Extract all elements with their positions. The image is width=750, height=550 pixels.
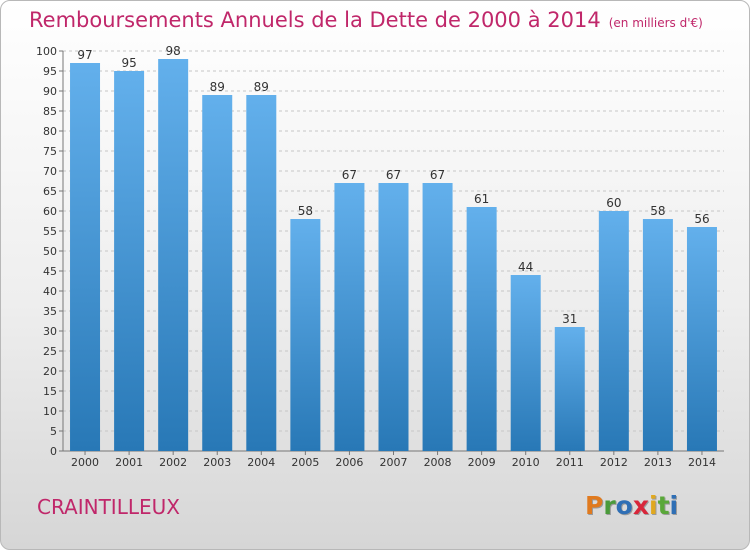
data-label: 97 (77, 48, 92, 62)
y-tick-label: 20 (43, 365, 57, 378)
x-tick-label: 2002 (159, 456, 187, 469)
data-label: 67 (342, 168, 357, 182)
logo-letter: P (585, 491, 604, 520)
x-tick-label: 2004 (247, 456, 275, 469)
x-tick-label: 2012 (600, 456, 628, 469)
logo-letter: o (615, 491, 633, 520)
data-label: 44 (518, 260, 533, 274)
bar (246, 95, 277, 451)
y-tick-label: 100 (36, 45, 57, 58)
bar (686, 227, 717, 451)
x-tick-label: 2014 (688, 456, 716, 469)
bars (70, 59, 717, 451)
x-tick-label: 2008 (424, 456, 452, 469)
data-label: 98 (166, 44, 181, 58)
y-tick-label: 40 (43, 285, 57, 298)
y-tick-label: 60 (43, 205, 57, 218)
bar (422, 183, 453, 451)
y-tick-label: 55 (43, 225, 57, 238)
data-label: 61 (474, 192, 489, 206)
y-tick-label: 50 (43, 245, 57, 258)
logo-letter: x (632, 491, 649, 520)
bar (466, 207, 497, 451)
data-label: 89 (254, 80, 269, 94)
data-labels: 97 95 98 89 89 58 67 67 67 61 44 31 60 58 56 (77, 44, 709, 326)
y-tick-label: 0 (50, 445, 57, 458)
title-unit: (en milliers d'€) (608, 16, 703, 30)
commune-name: CRAINTILLEUX (37, 495, 180, 519)
data-label: 56 (694, 212, 709, 226)
data-label: 58 (650, 204, 665, 218)
x-tick-label: 2013 (644, 456, 672, 469)
y-tick-label: 15 (43, 385, 57, 398)
x-tick-label: 2006 (335, 456, 363, 469)
data-label: 89 (210, 80, 225, 94)
bar (510, 275, 541, 451)
bar (642, 219, 673, 451)
x-tick-label: 2003 (203, 456, 231, 469)
bar (70, 63, 101, 451)
x-tick-label: 2009 (468, 456, 496, 469)
bar (378, 183, 409, 451)
bar (554, 327, 585, 451)
chart-title: Remboursements Annuels de la Dette de 20… (29, 8, 703, 32)
logo-letter: t (657, 491, 670, 520)
y-tick-label: 5 (50, 425, 57, 438)
y-tick-label: 35 (43, 305, 57, 318)
bar (290, 219, 321, 451)
x-tick-label: 2007 (380, 456, 408, 469)
x-tick-labels: 2000 2001 2002 2003 2004 2005 2006 2007 2008 2009… (71, 456, 716, 469)
y-tick-label: 80 (43, 125, 57, 138)
y-tick-label: 90 (43, 85, 57, 98)
y-tick-label: 95 (43, 65, 57, 78)
data-label: 67 (430, 168, 445, 182)
x-tick-label: 2011 (556, 456, 584, 469)
bar (114, 71, 145, 451)
proxiti-logo[interactable]: Proxiti (585, 491, 678, 520)
title-main: Remboursements Annuels de la Dette de 20… (29, 8, 601, 32)
bar (334, 183, 365, 451)
x-tick-label: 2005 (291, 456, 319, 469)
data-label: 67 (386, 168, 401, 182)
logo-letter: i (669, 491, 679, 520)
y-tick-labels: 0 5 10 15 20 25 30 35 40 45 50 55 60 65 70 75 80 85 90 95 10… (36, 45, 57, 458)
data-label: 31 (562, 312, 577, 326)
data-label: 58 (298, 204, 313, 218)
y-tick-label: 45 (43, 265, 57, 278)
x-tick-label: 2000 (71, 456, 99, 469)
data-label: 95 (121, 56, 136, 70)
y-tick-label: 10 (43, 405, 57, 418)
bar (158, 59, 189, 451)
y-tick-label: 85 (43, 105, 57, 118)
y-tick-label: 70 (43, 165, 57, 178)
bar (598, 211, 629, 451)
x-tick-label: 2010 (512, 456, 540, 469)
y-tick-label: 30 (43, 325, 57, 338)
y-tick-label: 25 (43, 345, 57, 358)
x-tick-label: 2001 (115, 456, 143, 469)
logo-letter: r (603, 491, 616, 520)
bar (202, 95, 233, 451)
logo-letter: i (649, 491, 658, 520)
y-tick-label: 65 (43, 185, 57, 198)
y-tick-label: 75 (43, 145, 57, 158)
data-label: 60 (606, 196, 621, 210)
